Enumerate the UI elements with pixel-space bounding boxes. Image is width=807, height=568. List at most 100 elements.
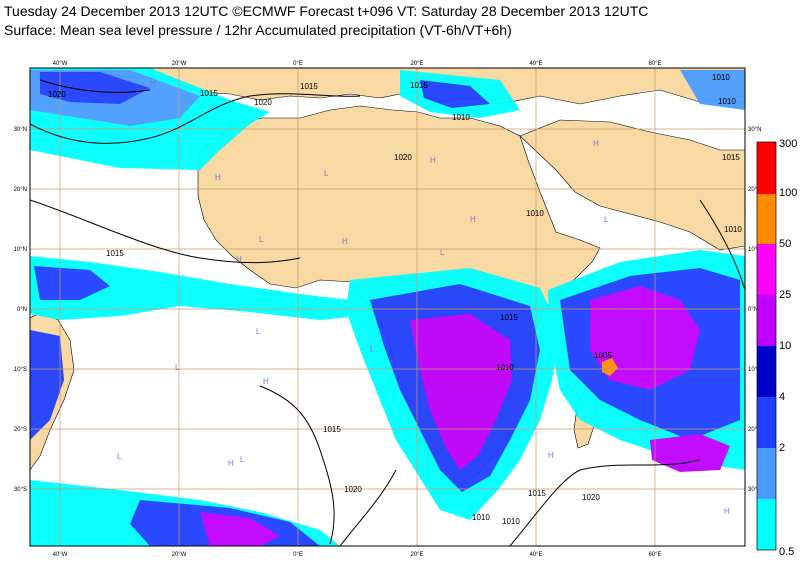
precip-west-sa-blue [30,330,64,440]
legend-swatch-0-5 [757,499,776,550]
pressure-centre-high: H [430,156,436,165]
isobar-label: 1010 [502,517,520,526]
legend-label: 50 [779,238,791,250]
isobar-label: 1010 [718,97,736,106]
isobar-label: 1010 [526,209,544,218]
isobar-label: 1010 [712,73,730,82]
legend-swatch-10 [757,346,776,397]
lat-label: 30°S [748,487,761,493]
lon-label: 40°E [529,61,542,67]
lat-label: 10°S [14,367,27,373]
lat-label: 30°N [14,127,27,133]
legend-label: 10 [779,340,791,352]
land-arabia [519,119,745,251]
pressure-centre-high: H [548,451,554,460]
pressure-centres: H H H H L L H L L L H L L H H L H H L H [117,79,730,516]
legend-label: 4 [779,391,785,403]
pressure-centre-low: L [259,235,264,244]
pressure-centre-low: L [240,455,245,464]
pressure-centre-high: H [236,255,242,264]
lon-label: 20°E [410,552,423,558]
pressure-centre-high: H [215,173,221,182]
lon-label: 60°E [648,61,661,67]
title-line-2: Surface: Mean sea level pressure / 12hr … [4,22,512,38]
map-frame [29,67,746,547]
isobar-label: 1015 [300,82,318,91]
lon-labels-bottom: 40°W 20°W 0°E 20°E 40°E 60°E [53,552,662,558]
pressure-centre-high: H [150,79,156,88]
lon-label: 20°W [172,552,187,558]
legend-label: 2 [779,442,785,454]
precip-tropical-atlantic-blue [34,266,110,300]
precip-north-atlantic-dark [40,72,150,104]
precip-far-north-east [680,70,745,110]
lon-label: 0°E [293,61,303,67]
lat-label: 20°N [748,187,761,193]
precip-med-dark [420,80,490,108]
lat-labels-left: 30°N 20°N 10°N 0°N 10°S 20°S 30°S [14,127,27,493]
legend-swatch-4 [757,397,776,448]
lat-label: 30°N [748,127,761,133]
legend-swatch-50 [757,244,776,295]
isobar-label: 1010 [452,113,470,122]
isobar-label: 1010 [472,513,490,522]
isobar-1020-upper [39,79,151,93]
isobar-label: 1020 [254,98,272,107]
pressure-centre-high: H [342,237,348,246]
pressure-centre-high: H [228,459,234,468]
isobar-label: 1015 [528,489,546,498]
lat-labels-right: 30°N 20°N 10°N 0°N 10°S 20°S 30°S [748,127,761,493]
isobar-label: 1015 [323,425,341,434]
lat-label: 10°S [748,367,761,373]
precipitation [30,68,745,546]
legend-label: 0.5 [779,546,794,558]
title-line-1: Tuesday 24 December 2013 12UTC ©ECMWF Fo… [4,3,649,19]
precip-indian-ocean-magenta [590,286,700,390]
precip-tropical-atlantic-cyan [30,256,360,320]
isobars [30,79,745,546]
lon-label: 60°E [648,552,661,558]
legend-label: 100 [779,187,797,199]
pressure-centre-low: L [324,169,329,178]
pressure-centre-high: H [724,507,730,516]
isobar-label: 1015 [722,153,740,162]
isobar-1010-east [699,199,745,291]
pressure-centre-high: H [470,215,476,224]
lat-label: 0°N [17,307,27,313]
isobar-1015-south [259,385,335,545]
pressure-centre-low: L [256,327,261,336]
pressure-centre-low: L [175,363,180,372]
isobar-label: 1020 [582,493,600,502]
lat-label: 10°N [748,247,761,253]
isobar-label: 1015 [106,249,124,258]
isobar-label: 1010 [496,363,514,372]
lon-label: 20°E [410,61,423,67]
legend-label: 25 [779,289,791,301]
lon-label: 40°W [53,61,68,67]
isobar-1020-south [339,469,397,546]
isobar-label: 1020 [394,153,412,162]
lat-label: 30°S [14,487,27,493]
precip-congo-magenta [410,314,512,470]
lat-label: 0°N [748,307,758,313]
graticule [30,68,745,546]
isobar-label: 1015 [500,313,518,322]
lon-label: 40°E [529,552,542,558]
lat-label: 10°N [14,247,27,253]
pressure-centre-high: H [593,139,599,148]
precip-south-atlantic-magenta [200,512,280,546]
pressure-centre-high: H [263,377,269,386]
isobar-label: 1020 [48,90,66,99]
pressure-centre-low: L [604,215,609,224]
lon-label: 40°W [53,552,68,558]
precip-south-east-magenta [650,434,730,472]
isobar-label: 1020 [344,485,362,494]
isobar-label: 1010 [724,225,742,234]
isobar-1015-west [30,199,301,264]
legend-swatch-300 [757,142,776,194]
pressure-centre-low: L [440,248,445,257]
legend-swatch-2 [757,448,776,499]
legend-swatch-100 [757,194,776,244]
isobar-labels: 1020 1020 1015 1015 1010 1020 1015 1015 … [48,73,742,526]
